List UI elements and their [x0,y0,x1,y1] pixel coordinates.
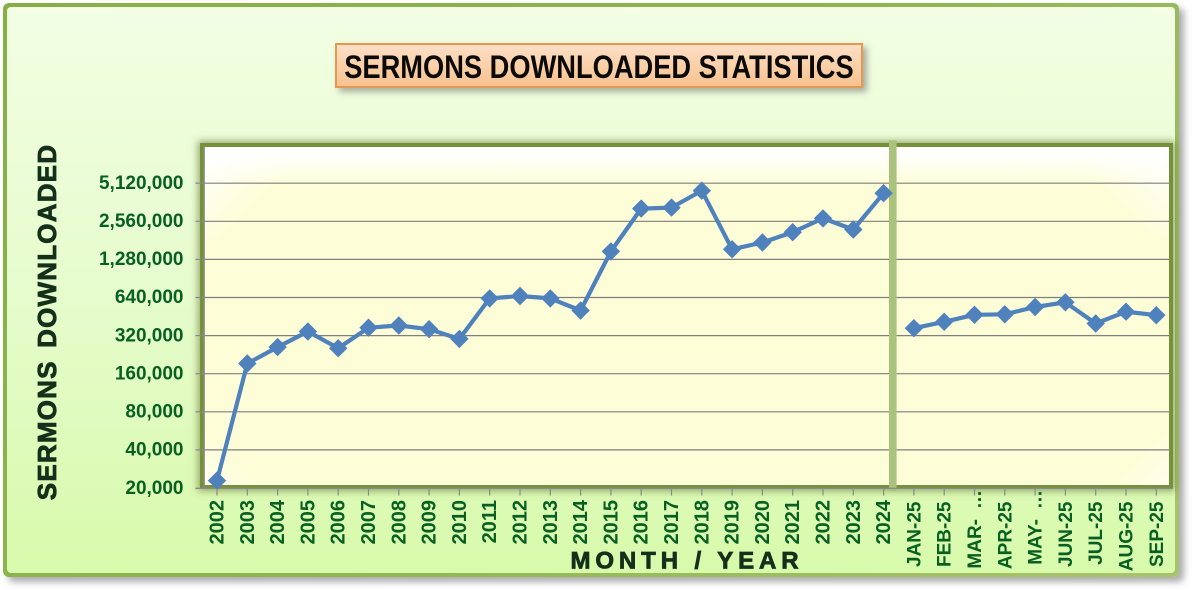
svg-text:2003: 2003 [237,500,259,545]
svg-text:2002: 2002 [207,500,229,545]
svg-text:1,280,000: 1,280,000 [99,249,184,270]
svg-text:2024: 2024 [873,499,895,544]
svg-text:640,000: 640,000 [115,287,184,308]
svg-text:320,000: 320,000 [115,325,184,346]
svg-text:AUG-25: AUG-25 [1117,501,1138,571]
svg-text:MONTH / YEAR: MONTH / YEAR [570,548,803,575]
svg-text:2005: 2005 [297,500,319,545]
svg-text:2014: 2014 [570,499,592,544]
svg-text:2019: 2019 [722,500,744,545]
svg-text:2011: 2011 [479,500,501,543]
svg-text:JUL-25: JUL-25 [1086,501,1107,565]
svg-text:2017: 2017 [661,500,683,545]
svg-text:2016: 2016 [631,500,653,545]
svg-text:2020: 2020 [752,500,774,545]
svg-text:2013: 2013 [540,500,562,545]
svg-text:2022: 2022 [813,500,835,545]
svg-text:2006: 2006 [328,500,350,545]
svg-text:2009: 2009 [419,500,441,545]
svg-text:2015: 2015 [600,500,622,545]
svg-text:2008: 2008 [388,500,410,545]
svg-text:SEP-25: SEP-25 [1147,501,1168,567]
svg-text:FEB-25: FEB-25 [935,501,956,567]
svg-text:2023: 2023 [843,500,865,545]
svg-text:2021: 2021 [782,500,804,545]
svg-text:5,120,000: 5,120,000 [99,173,184,194]
svg-text:2010: 2010 [449,500,471,545]
svg-text:2,560,000: 2,560,000 [99,211,184,232]
svg-text:20,000: 20,000 [125,478,183,499]
svg-text:2018: 2018 [691,500,713,545]
svg-text:2004: 2004 [267,499,289,544]
svg-text:JUN-25: JUN-25 [1056,501,1077,567]
svg-text:160,000: 160,000 [115,363,184,384]
svg-text:80,000: 80,000 [125,402,183,423]
svg-text:MAR-…: MAR-… [965,490,986,569]
svg-text:MAY-…: MAY-… [1026,490,1047,565]
svg-text:40,000: 40,000 [125,440,183,461]
svg-text:2007: 2007 [358,500,380,545]
svg-text:SERMONS DOWNLOADED: SERMONS DOWNLOADED [32,144,62,500]
svg-text:APR-25: APR-25 [995,501,1016,569]
svg-text:2012: 2012 [510,500,532,545]
svg-text:JAN-25: JAN-25 [904,501,925,567]
